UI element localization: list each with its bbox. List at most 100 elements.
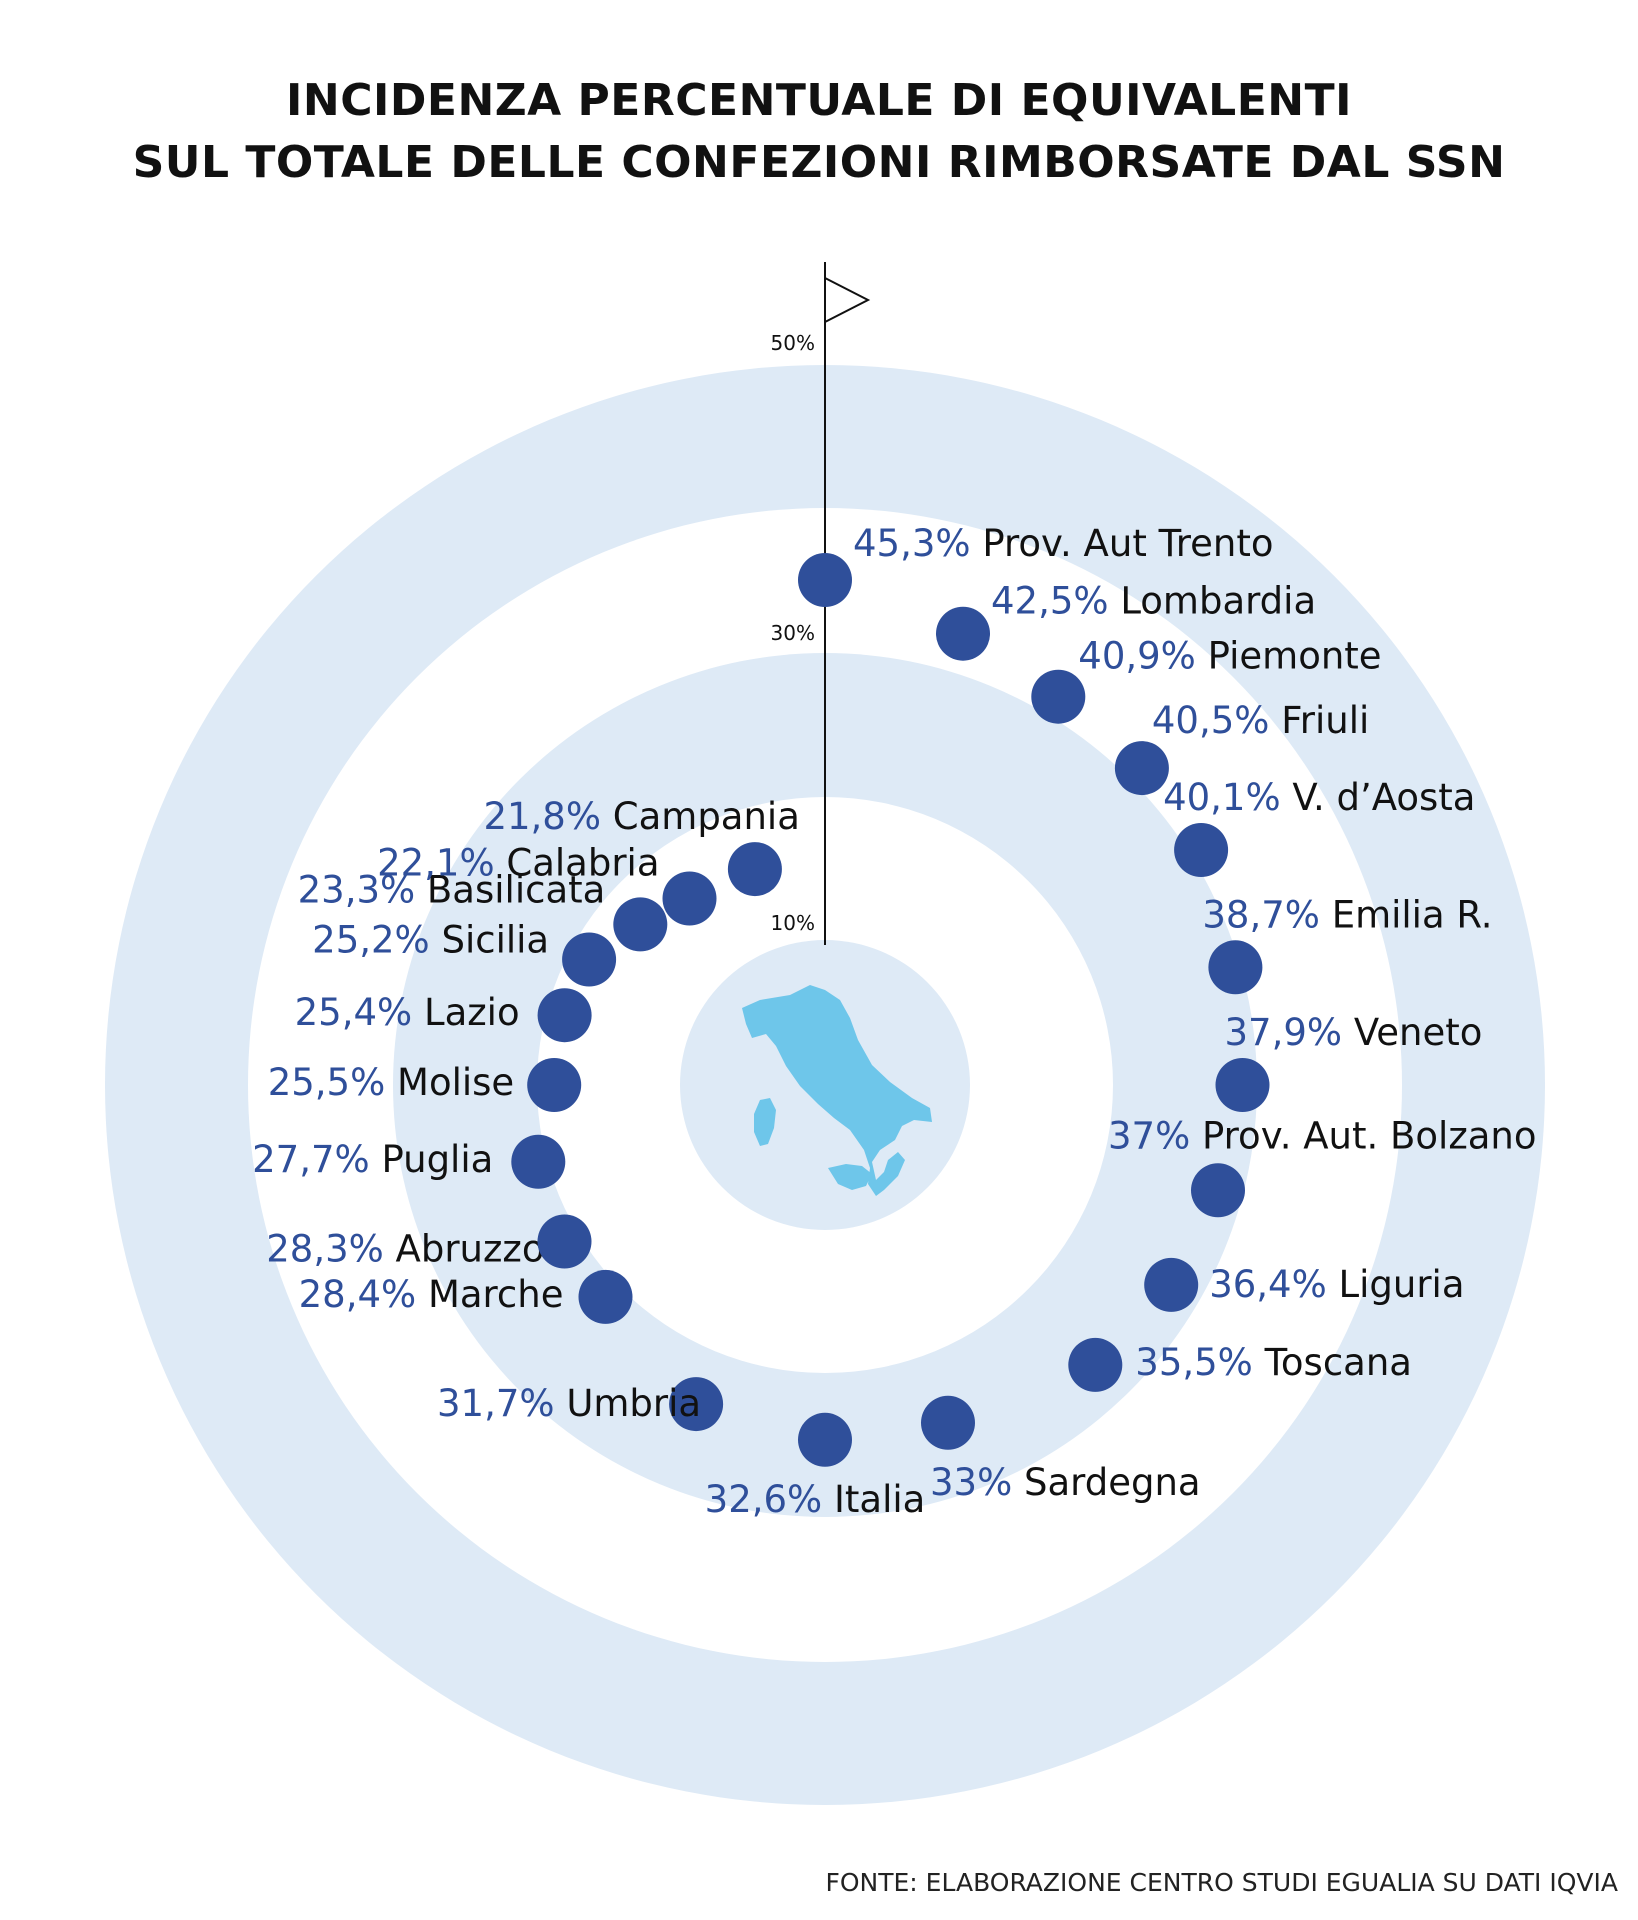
region-label: Friuli bbox=[1281, 699, 1369, 742]
data-dot bbox=[613, 897, 668, 952]
data-label: 37,9% Veneto bbox=[1225, 1011, 1483, 1054]
value-label: 21,8% bbox=[483, 795, 612, 838]
data-dot bbox=[921, 1395, 975, 1450]
data-label: 37% Prov. Aut. Bolzano bbox=[1108, 1114, 1537, 1157]
data-dot bbox=[1174, 823, 1229, 877]
value-label: 25,2% bbox=[312, 919, 441, 962]
value-label: 27,7% bbox=[252, 1138, 381, 1181]
data-label: 22,1% Calabria bbox=[377, 842, 659, 885]
data-dot bbox=[1144, 1257, 1199, 1312]
value-label: 36,4% bbox=[1209, 1263, 1338, 1306]
value-label: 32,6% bbox=[705, 1478, 834, 1521]
value-label: 40,5% bbox=[1152, 699, 1281, 742]
data-label: 25,4% Lazio bbox=[295, 991, 520, 1034]
region-label: Marche bbox=[428, 1273, 564, 1316]
sicily-shape bbox=[828, 1164, 872, 1190]
peninsula-shape bbox=[742, 985, 932, 1196]
region-label: Lombardia bbox=[1120, 580, 1316, 623]
data-label: 33% Sardegna bbox=[930, 1461, 1201, 1504]
data-dot bbox=[727, 842, 782, 897]
region-label: Puglia bbox=[381, 1138, 493, 1181]
data-label: 28,4% Marche bbox=[299, 1273, 564, 1316]
value-label: 35,5% bbox=[1135, 1341, 1264, 1384]
region-label: Liguria bbox=[1339, 1263, 1465, 1306]
region-label: Molise bbox=[397, 1061, 514, 1104]
sardinia-shape bbox=[754, 1098, 776, 1146]
value-label: 22,1% bbox=[377, 842, 506, 885]
tick-label: 30% bbox=[771, 621, 815, 645]
data-dot bbox=[936, 606, 990, 661]
source-note: FONTE: ELABORAZIONE CENTRO STUDI EGUALIA… bbox=[825, 1868, 1618, 1897]
region-label: Prov. Aut Trento bbox=[982, 522, 1273, 565]
data-label: 40,9% Piemonte bbox=[1078, 635, 1381, 678]
value-label: 28,3% bbox=[266, 1228, 395, 1271]
data-dot bbox=[562, 932, 617, 987]
data-dot bbox=[511, 1134, 566, 1189]
region-label: Sardegna bbox=[1024, 1461, 1201, 1504]
value-label: 42,5% bbox=[991, 580, 1120, 623]
value-label: 45,3% bbox=[853, 522, 982, 565]
region-label: Campania bbox=[613, 795, 800, 838]
flag-icon bbox=[824, 277, 871, 323]
tick-label: 10% bbox=[771, 911, 815, 935]
italy-map-icon bbox=[742, 985, 932, 1196]
region-label: Prov. Aut. Bolzano bbox=[1202, 1114, 1537, 1157]
chart-title: INCIDENZA PERCENTUALE DI EQUIVALENTI SUL… bbox=[0, 70, 1638, 194]
tick-label: 50% bbox=[771, 331, 815, 355]
data-label: 32,6% Italia bbox=[705, 1478, 926, 1521]
data-label: 36,4% Liguria bbox=[1209, 1263, 1464, 1306]
region-label: Italia bbox=[834, 1478, 925, 1521]
value-label: 40,9% bbox=[1078, 635, 1207, 678]
value-label: 23,3% bbox=[298, 868, 427, 911]
data-dots bbox=[511, 553, 1270, 1467]
region-label: Emilia R. bbox=[1332, 893, 1493, 936]
data-label: 42,5% Lombardia bbox=[991, 580, 1316, 623]
region-label: Toscana bbox=[1264, 1341, 1412, 1384]
data-dot bbox=[1191, 1163, 1245, 1218]
title-line-1: INCIDENZA PERCENTUALE DI EQUIVALENTI bbox=[286, 75, 1352, 126]
data-dot bbox=[1208, 940, 1263, 995]
data-dot bbox=[537, 1214, 592, 1269]
data-label: 31,7% Umbria bbox=[437, 1382, 701, 1425]
region-label: Calabria bbox=[506, 842, 659, 885]
value-label: 28,4% bbox=[299, 1273, 428, 1316]
region-label: Basilicata bbox=[427, 868, 605, 911]
region-label: Abruzzo bbox=[396, 1228, 545, 1271]
region-label: Piemonte bbox=[1208, 635, 1382, 678]
region-label: Lazio bbox=[424, 991, 520, 1034]
region-label: V. d’Aosta bbox=[1292, 776, 1475, 819]
data-dot bbox=[578, 1269, 633, 1324]
region-label: Umbria bbox=[566, 1382, 701, 1425]
value-label: 38,7% bbox=[1202, 893, 1331, 936]
title-line-2: SUL TOTALE DELLE CONFEZIONI RIMBORSATE D… bbox=[132, 137, 1506, 188]
data-label: 25,2% Sicilia bbox=[312, 919, 549, 962]
region-label: Veneto bbox=[1354, 1011, 1483, 1054]
data-label: 45,3% Prov. Aut Trento bbox=[853, 522, 1274, 565]
value-label: 37% bbox=[1108, 1114, 1202, 1157]
data-label: 40,5% Friuli bbox=[1152, 699, 1369, 742]
value-label: 25,5% bbox=[268, 1061, 397, 1104]
data-label: 23,3% Basilicata bbox=[298, 868, 606, 911]
data-label: 21,8% Campania bbox=[483, 795, 799, 838]
data-dot bbox=[1031, 669, 1086, 724]
data-dot bbox=[798, 553, 852, 607]
value-label: 37,9% bbox=[1225, 1011, 1354, 1054]
data-dot bbox=[527, 1058, 582, 1112]
data-label: 27,7% Puglia bbox=[252, 1138, 493, 1181]
data-label: 25,5% Molise bbox=[268, 1061, 514, 1104]
region-label: Sicilia bbox=[441, 919, 549, 962]
data-dot bbox=[662, 871, 717, 926]
value-label: 33% bbox=[930, 1461, 1024, 1504]
data-dot bbox=[537, 988, 592, 1043]
value-label: 31,7% bbox=[437, 1382, 566, 1425]
data-dot bbox=[1215, 1058, 1270, 1112]
data-dot bbox=[1114, 741, 1169, 796]
data-label: 35,5% Toscana bbox=[1135, 1341, 1412, 1384]
value-label: 25,4% bbox=[295, 991, 424, 1034]
data-label: 40,1% V. d’Aosta bbox=[1163, 776, 1475, 819]
data-dot bbox=[1068, 1337, 1123, 1392]
data-dot bbox=[798, 1412, 852, 1467]
data-dot bbox=[669, 1377, 724, 1432]
data-labels: 45,3% Prov. Aut Trento 42,5% Lombardia 40,… bbox=[252, 522, 1536, 1521]
